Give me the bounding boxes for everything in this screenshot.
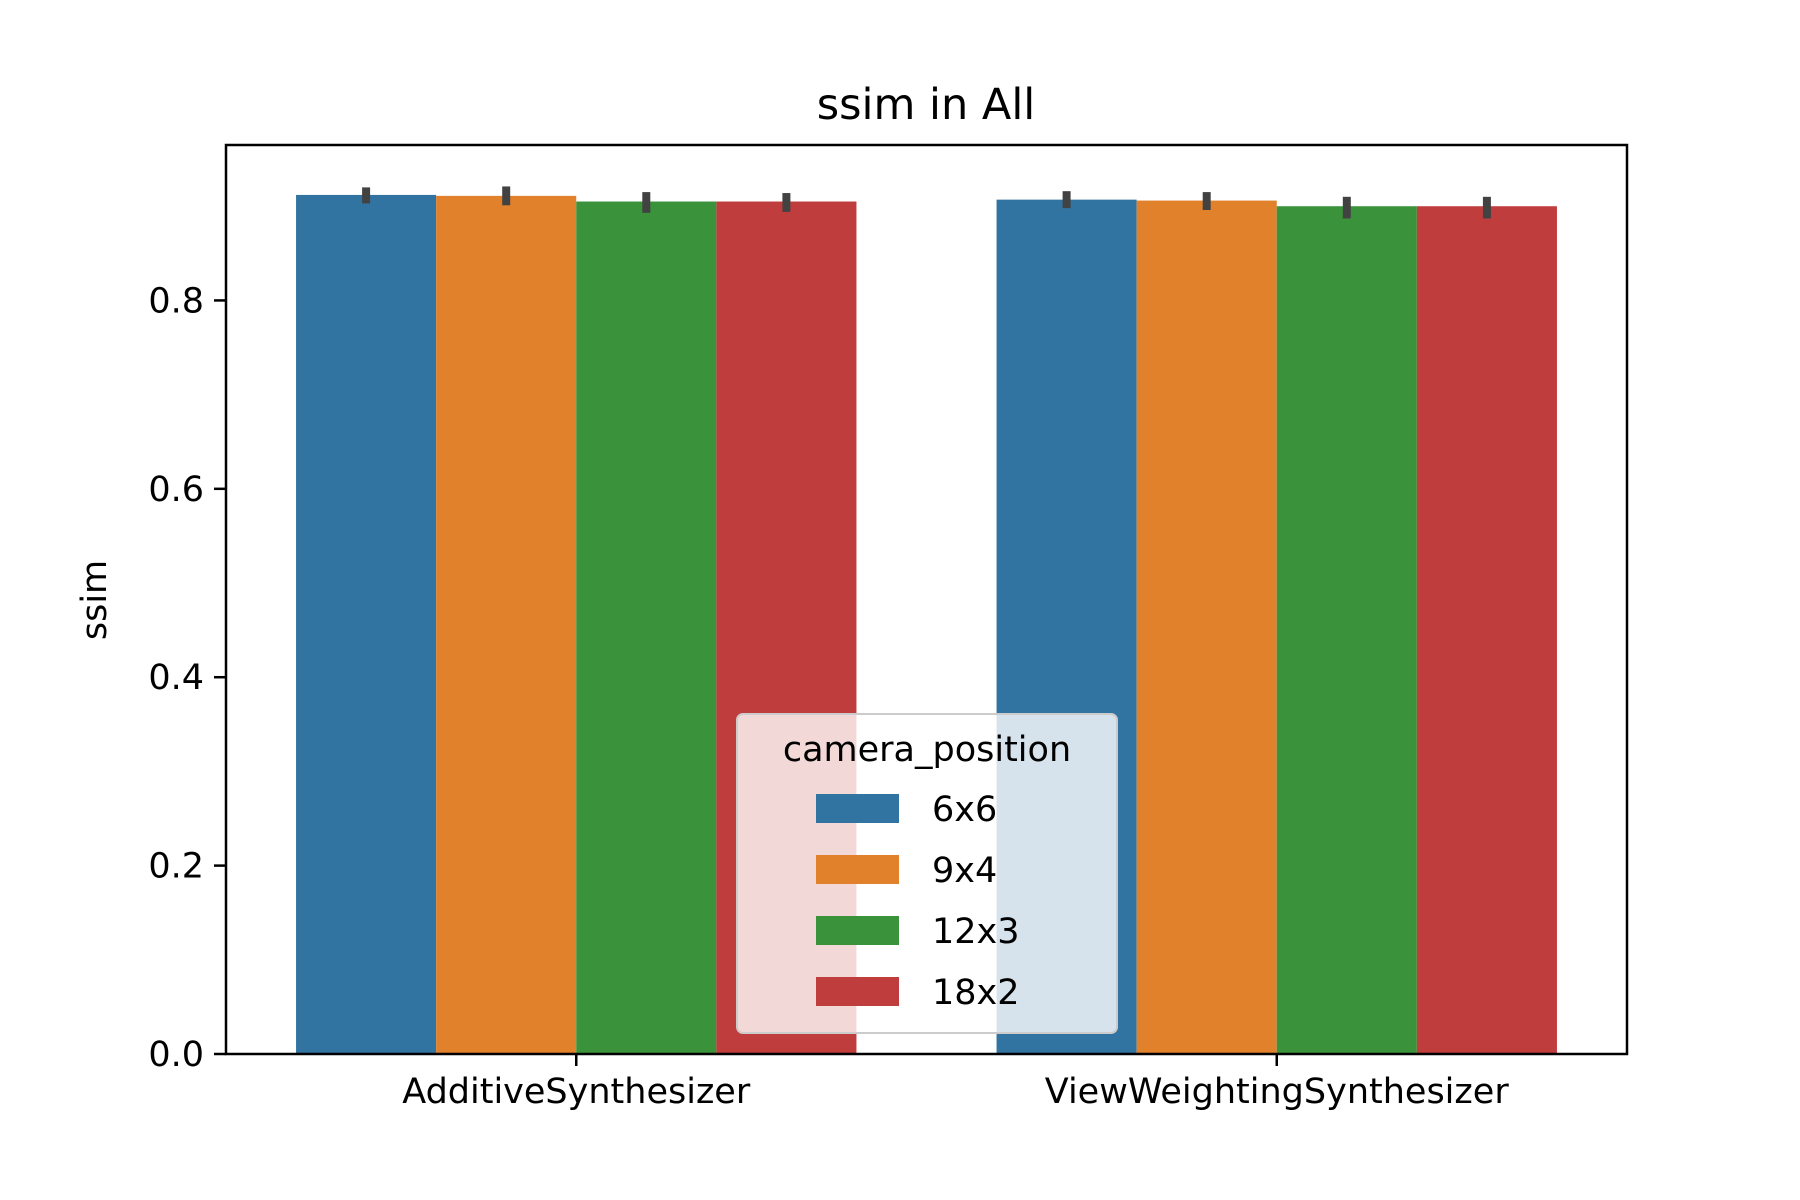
legend: camera_position 6x6 9x4 12x3 18x2 bbox=[736, 713, 1118, 1034]
legend-swatch-18x2 bbox=[816, 977, 899, 1006]
bar-9x4-ViewWeightingSynthesizer bbox=[1136, 200, 1277, 1054]
legend-title: camera_position bbox=[783, 730, 1071, 770]
y-tick-label: 0.4 bbox=[148, 658, 204, 698]
y-axis-title: ssim bbox=[75, 560, 115, 640]
legend-swatch-12x3 bbox=[816, 916, 899, 945]
bar-12x3-AdditiveSynthesizer bbox=[576, 201, 717, 1054]
errorbars-layer bbox=[362, 186, 1491, 219]
y-tick-label: 0.8 bbox=[148, 281, 204, 321]
y-tick-label: 0.2 bbox=[148, 847, 204, 887]
bar-12x3-ViewWeightingSynthesizer bbox=[1276, 206, 1417, 1055]
bar-18x2-ViewWeightingSynthesizer bbox=[1416, 206, 1557, 1055]
x-tick-label: ViewWeightingSynthesizer bbox=[1045, 1072, 1510, 1112]
legend-box bbox=[736, 713, 1118, 1034]
bar-9x4-AdditiveSynthesizer bbox=[436, 195, 577, 1054]
legend-label-18x2: 18x2 bbox=[932, 973, 1020, 1013]
legend-label-9x4: 9x4 bbox=[932, 851, 997, 891]
x-axis: AdditiveSynthesizer ViewWeightingSynthesi… bbox=[402, 1054, 1509, 1112]
legend-swatch-9x4 bbox=[816, 855, 899, 884]
legend-label-6x6: 6x6 bbox=[932, 790, 997, 830]
legend-swatch-6x6 bbox=[816, 794, 899, 823]
plot-frame bbox=[224, 143, 1629, 1056]
y-tick-label: 0.0 bbox=[148, 1035, 204, 1075]
y-tick-label: 0.6 bbox=[148, 470, 204, 510]
legend-label-12x3: 12x3 bbox=[932, 912, 1020, 952]
y-axis: 0.0 0.2 0.4 0.6 0.8 bbox=[148, 281, 226, 1075]
chart-title: ssim in All bbox=[817, 80, 1036, 130]
x-tick-label: AdditiveSynthesizer bbox=[402, 1072, 751, 1112]
bar-6x6-AdditiveSynthesizer bbox=[296, 194, 437, 1055]
